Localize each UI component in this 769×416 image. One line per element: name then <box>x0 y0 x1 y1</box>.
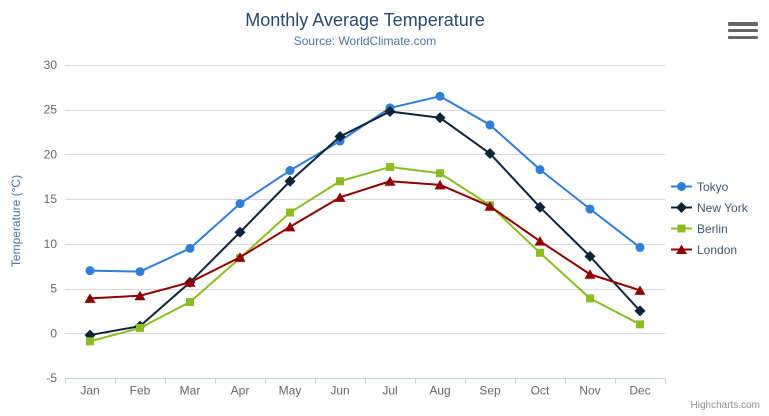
y-axis-label: 10 <box>44 237 58 251</box>
point-london-sep[interactable] <box>484 201 496 211</box>
point-berlin-may[interactable] <box>286 208 294 217</box>
x-axis-label: Sep <box>479 384 501 398</box>
legend-item-new-york[interactable]: New York <box>671 198 748 217</box>
point-london-jun[interactable] <box>334 192 346 202</box>
point-tokyo-oct[interactable] <box>535 165 545 175</box>
x-axis-label: Oct <box>531 384 550 398</box>
legend-marker-tokyo[interactable] <box>677 182 686 191</box>
point-tokyo-feb[interactable] <box>135 267 145 277</box>
point-tokyo-jan[interactable] <box>85 266 95 276</box>
legend-symbol-tokyo-icon <box>671 182 692 191</box>
point-new-york-oct[interactable] <box>534 201 546 213</box>
point-new-york-dec[interactable] <box>634 305 646 317</box>
point-new-york-jun[interactable] <box>334 131 346 143</box>
point-tokyo-aug[interactable] <box>435 91 445 101</box>
legend-label: New York <box>697 200 748 215</box>
credits-link[interactable]: Highcharts.com <box>690 400 760 411</box>
x-axis-label: Dec <box>629 384 650 398</box>
legend-item-tokyo[interactable]: Tokyo <box>671 177 748 196</box>
hamburger-icon <box>728 22 758 39</box>
context-menu-button[interactable] <box>728 22 758 39</box>
series-line <box>89 110 641 337</box>
y-axis-label: -5 <box>46 371 57 385</box>
point-tokyo-mar[interactable] <box>185 243 195 253</box>
series-line <box>89 165 641 343</box>
point-berlin-dec[interactable] <box>636 320 644 329</box>
x-axis-label: Feb <box>130 384 151 398</box>
legend-marker-london[interactable] <box>676 244 687 255</box>
chart-subtitle: Source: WorldClimate.com <box>293 34 437 48</box>
point-london-feb[interactable] <box>134 290 146 301</box>
legend-item-berlin[interactable]: Berlin <box>671 219 748 238</box>
series-line <box>89 95 641 273</box>
y-axis-label: 15 <box>44 192 58 206</box>
point-new-york-aug[interactable] <box>434 112 446 124</box>
legend-item-london[interactable]: London <box>671 240 748 259</box>
chart-title: Monthly Average Temperature <box>245 10 485 30</box>
x-axis-label: Jul <box>382 384 397 398</box>
point-london-dec[interactable] <box>634 285 646 295</box>
point-london-apr[interactable] <box>234 252 246 262</box>
point-tokyo-dec[interactable] <box>635 242 645 252</box>
legend-label: Tokyo <box>697 179 729 194</box>
legend-label: Berlin <box>697 221 728 236</box>
x-axis-label: Aug <box>429 384 450 398</box>
point-london-aug[interactable] <box>434 179 446 190</box>
x-axis-label: Apr <box>231 384 250 398</box>
point-berlin-jun[interactable] <box>336 177 344 186</box>
y-axis-label: 25 <box>44 103 58 117</box>
point-berlin-nov[interactable] <box>586 294 594 303</box>
legend-marker-berlin[interactable] <box>677 224 686 233</box>
point-london-jul[interactable] <box>384 176 396 186</box>
point-berlin-jul[interactable] <box>386 162 394 171</box>
point-london-may[interactable] <box>284 221 296 232</box>
legend-marker-new-york[interactable] <box>676 202 687 213</box>
x-axis-label: Jan <box>80 384 99 398</box>
y-axis-label: 20 <box>44 147 58 161</box>
legend-symbol-new-york-icon <box>671 202 692 213</box>
y-axis-title: Temperature (°C) <box>9 174 23 268</box>
legend-symbol-london-icon <box>671 244 692 255</box>
x-axis-label: Mar <box>180 384 201 398</box>
y-gridlines <box>65 65 665 379</box>
y-axis-label: 0 <box>50 326 57 340</box>
series-london[interactable] <box>84 176 646 303</box>
point-new-york-sep[interactable] <box>484 148 496 160</box>
legend: Tokyo New York Berlin London <box>671 177 748 259</box>
legend-label: London <box>697 242 738 257</box>
point-new-york-jul[interactable] <box>384 106 396 118</box>
series-new-york[interactable] <box>84 106 646 341</box>
x-axis-label: Nov <box>579 384 600 398</box>
point-london-oct[interactable] <box>534 236 546 246</box>
point-tokyo-may[interactable] <box>285 166 295 176</box>
x-axis-label: May <box>279 384 302 398</box>
x-axis: Jan Feb Mar Apr May Jun Jul Aug Sep Oct Nov Dec <box>65 378 666 398</box>
point-berlin-jan[interactable] <box>86 337 94 346</box>
point-berlin-oct[interactable] <box>536 248 544 257</box>
point-berlin-aug[interactable] <box>436 169 444 178</box>
y-axis-labels: -5 0 5 10 15 20 25 30 <box>44 58 58 385</box>
point-tokyo-apr[interactable] <box>235 199 245 209</box>
point-london-jan[interactable] <box>84 293 96 303</box>
x-axis-label: Jun <box>330 384 349 398</box>
point-new-york-may[interactable] <box>284 175 296 187</box>
point-berlin-mar[interactable] <box>186 297 194 306</box>
point-new-york-nov[interactable] <box>584 250 596 262</box>
point-london-nov[interactable] <box>584 269 596 279</box>
y-axis-label: 30 <box>44 58 58 72</box>
point-london-mar[interactable] <box>184 277 196 287</box>
point-tokyo-nov[interactable] <box>585 204 595 214</box>
legend-symbol-berlin-icon <box>671 224 692 233</box>
series-tokyo[interactable] <box>85 91 645 277</box>
series-line <box>89 180 641 300</box>
point-new-york-apr[interactable] <box>234 226 246 238</box>
point-tokyo-sep[interactable] <box>485 120 495 130</box>
y-axis-label: 5 <box>50 282 57 296</box>
point-berlin-feb[interactable] <box>136 323 144 332</box>
